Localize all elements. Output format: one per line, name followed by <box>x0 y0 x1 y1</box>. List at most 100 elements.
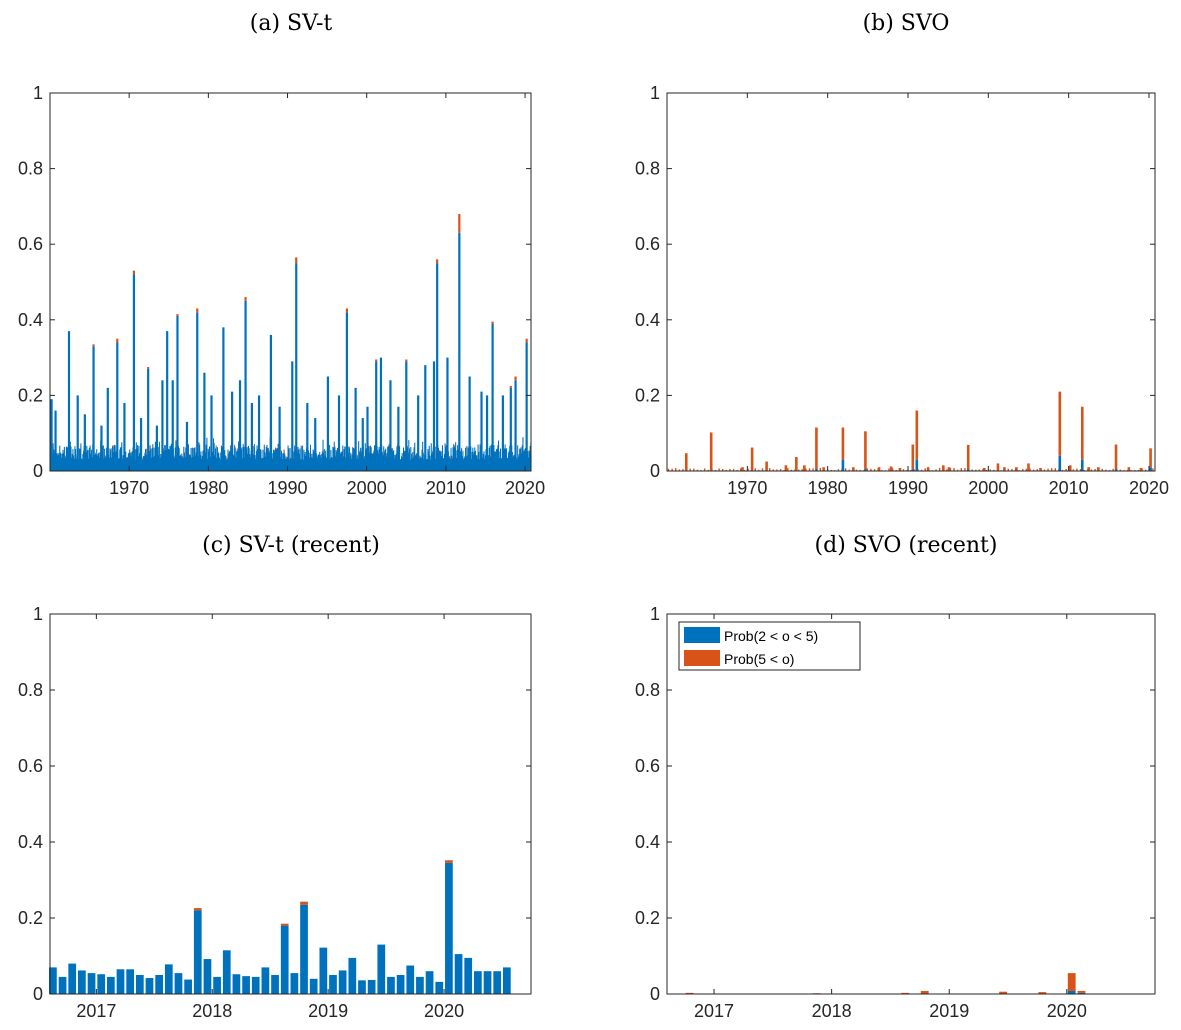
bar-orange <box>983 467 986 471</box>
bar-blue <box>1114 469 1118 471</box>
bar-orange <box>92 344 95 347</box>
bar-orange <box>282 453 284 455</box>
bar-blue <box>108 457 110 471</box>
bar-orange <box>684 453 688 471</box>
bar-blue <box>109 448 111 471</box>
panel-b-svo: (b) SVO 0 0.2 0.4 0.6 0.8 1 1970 1980 1990 2000 20… <box>635 11 1169 498</box>
bar-blue <box>309 452 311 471</box>
bar-orange <box>1067 973 1076 991</box>
bar-orange <box>267 447 269 449</box>
bar-blue <box>271 975 279 994</box>
bar-blue <box>507 457 509 471</box>
bar-blue <box>474 971 482 994</box>
bar-blue <box>319 947 328 994</box>
bar-orange <box>736 469 738 471</box>
bar-blue <box>401 453 403 471</box>
bar-blue <box>212 438 215 471</box>
bar-blue <box>528 451 530 471</box>
bar-blue <box>304 454 306 471</box>
bar-blue <box>95 454 97 471</box>
bar-orange <box>689 468 691 471</box>
y-tick-label: 0.6 <box>18 234 43 254</box>
bar-blue <box>434 446 436 471</box>
bar-blue <box>272 453 274 471</box>
bar-orange <box>1027 463 1030 471</box>
bar-blue <box>58 976 67 994</box>
y-tick-label: 0.2 <box>635 908 660 928</box>
bar-blue <box>269 334 272 471</box>
bar-orange <box>445 860 453 863</box>
bar-blue <box>445 447 447 471</box>
bar-orange <box>504 444 506 446</box>
bar-blue <box>438 451 440 471</box>
bar-blue <box>300 904 308 994</box>
bar-orange <box>911 444 915 470</box>
bar-blue <box>484 455 486 471</box>
bar-orange <box>696 469 699 471</box>
bar-blue <box>452 447 454 471</box>
bar-orange <box>94 452 96 454</box>
bar-blue <box>220 445 222 471</box>
bar-blue <box>373 451 375 471</box>
bar-blue <box>341 451 343 471</box>
bar-blue <box>209 446 211 471</box>
bar-blue <box>289 448 291 471</box>
bar-blue <box>208 451 210 471</box>
bar-orange <box>271 458 273 460</box>
bar-blue <box>506 457 508 471</box>
bar-blue <box>194 447 196 471</box>
bar-blue <box>104 448 106 471</box>
bar-blue <box>522 437 524 471</box>
bar-blue <box>149 445 151 471</box>
bar-blue <box>414 442 416 471</box>
y-tick-label: 0.2 <box>18 908 43 928</box>
bar-blue <box>309 978 318 994</box>
x-tick-label: 2018 <box>812 1001 852 1021</box>
bar-orange <box>342 455 345 457</box>
bar-orange <box>913 469 916 471</box>
bar-blue <box>97 974 106 994</box>
bar-blue <box>377 453 379 471</box>
bar-blue <box>307 450 310 471</box>
bar-blue <box>56 455 58 471</box>
bar-blue <box>1077 992 1086 994</box>
bar-orange <box>1077 990 1086 993</box>
bar-blue <box>911 469 915 471</box>
bar-blue <box>358 452 360 471</box>
bar-blue <box>226 459 228 471</box>
bar-blue <box>73 458 75 471</box>
bar-orange <box>341 450 343 452</box>
bar-blue <box>309 444 312 471</box>
bar-orange <box>722 468 724 471</box>
bar-blue <box>509 387 512 471</box>
bar-blue <box>97 453 99 471</box>
bar-blue <box>196 312 199 471</box>
bar-blue <box>92 346 95 471</box>
bar-orange <box>703 468 706 471</box>
bar-blue <box>342 445 344 471</box>
bar-blue <box>98 458 100 471</box>
bar-blue <box>83 414 86 471</box>
bar-blue <box>415 455 417 471</box>
bar-orange <box>82 450 85 452</box>
bar-blue <box>351 454 353 471</box>
bar-blue <box>176 316 179 471</box>
bar-blue <box>230 445 232 471</box>
bar-blue <box>125 451 127 471</box>
bar-blue <box>193 449 195 471</box>
bar-blue <box>114 444 116 471</box>
bar-blue <box>145 978 154 994</box>
bar-blue <box>142 459 144 471</box>
bar-blue <box>72 449 74 471</box>
bar-blue <box>282 453 284 471</box>
bar-blue <box>495 452 497 471</box>
bar-blue <box>202 451 204 471</box>
bar-orange <box>1152 468 1154 471</box>
bar-blue <box>347 453 349 471</box>
bar-orange <box>866 468 869 471</box>
bar-orange <box>1137 469 1140 471</box>
bar-orange <box>848 469 850 471</box>
bar-blue <box>234 448 236 471</box>
bar-blue <box>231 391 234 471</box>
